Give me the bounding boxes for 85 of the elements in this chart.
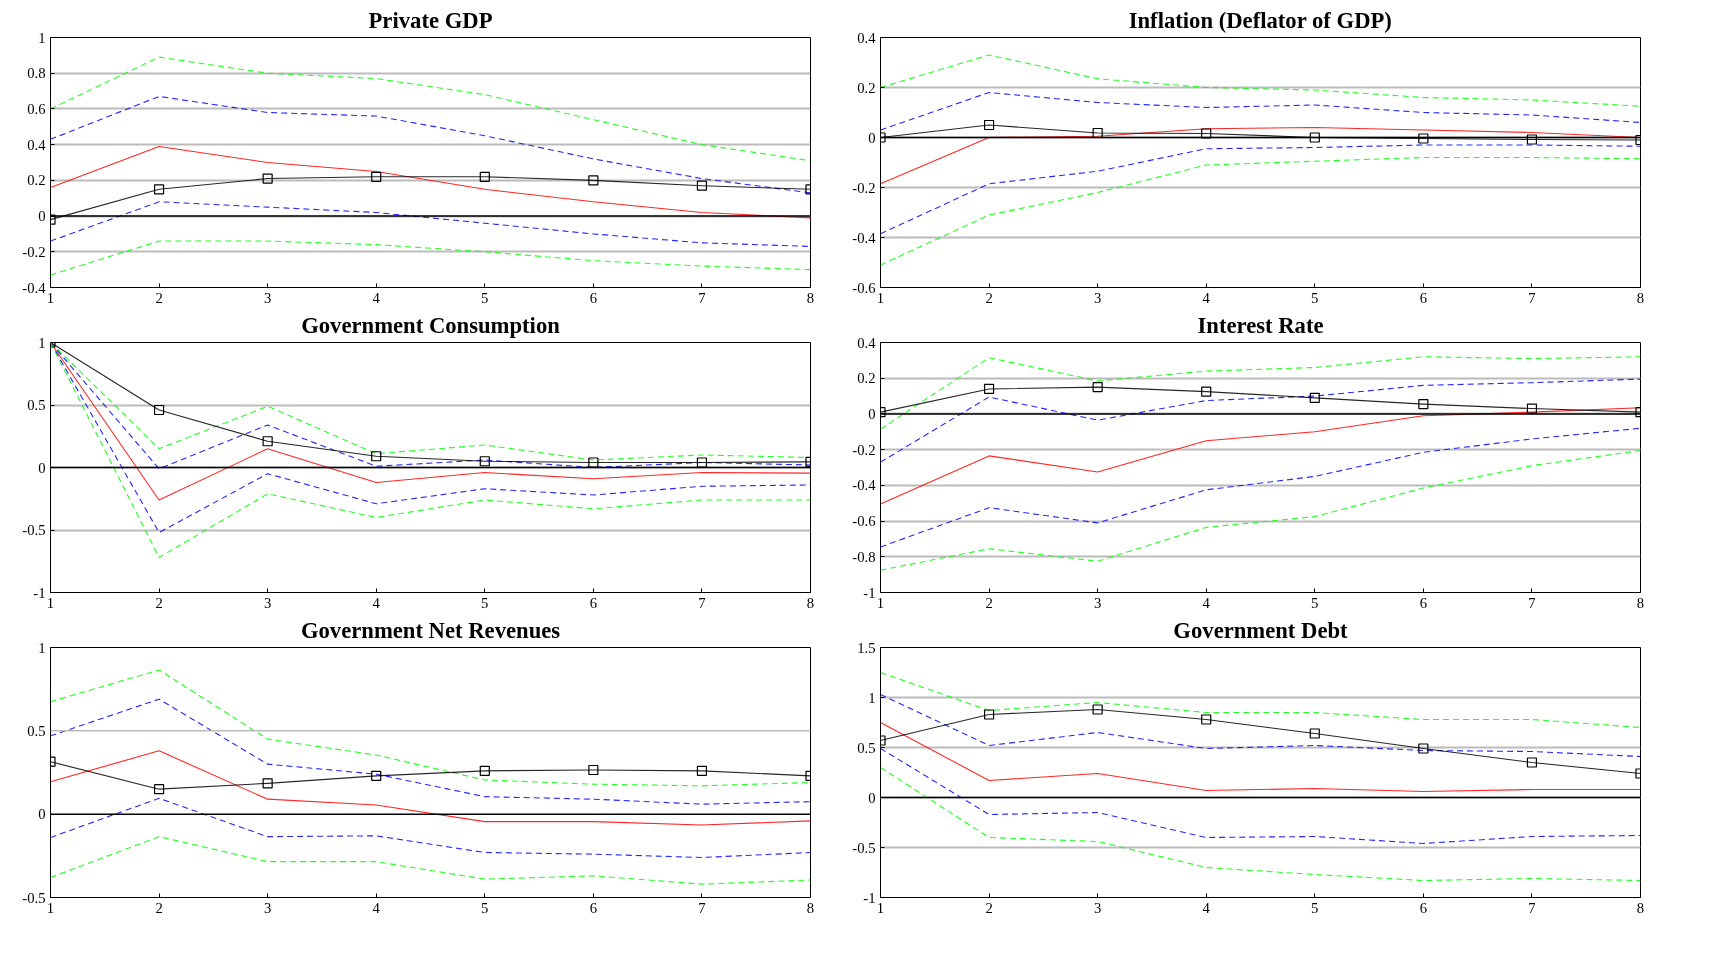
y-tick-label: 0 xyxy=(868,789,876,806)
x-tick-label: 4 xyxy=(372,289,381,306)
x-tick-label: 5 xyxy=(481,289,489,306)
x-tick-label: 2 xyxy=(155,899,163,916)
x-tick-label: 5 xyxy=(1311,899,1319,916)
y-tick-label: 0.2 xyxy=(857,370,876,387)
y-tick-label: 0 xyxy=(38,459,46,476)
y-tick-label: 0.2 xyxy=(27,172,46,189)
x-tick-label: 2 xyxy=(155,594,163,611)
x-tick-label: 5 xyxy=(1311,594,1319,611)
y-tick-label: 0.8 xyxy=(27,65,46,82)
y-tick-label: 0.4 xyxy=(857,29,877,46)
x-tick-label: 3 xyxy=(1093,899,1102,916)
x-tick-label: 4 xyxy=(372,899,381,916)
chart-title: Interest Rate xyxy=(1197,312,1324,338)
x-tick-label: 7 xyxy=(698,899,706,916)
y-tick-label: 1 xyxy=(868,689,876,706)
y-tick-label: -1 xyxy=(863,889,876,906)
chart-title: Government Debt xyxy=(1173,617,1349,643)
x-tick-label: 2 xyxy=(985,899,993,916)
y-tick-label: 0.5 xyxy=(857,739,876,756)
x-tick-label: 6 xyxy=(1419,289,1428,306)
y-tick-label: -0.2 xyxy=(852,179,876,196)
x-tick-label: 3 xyxy=(263,899,272,916)
chart-title: Inflation (Deflator of GDP) xyxy=(1128,7,1392,33)
y-tick-label: 0 xyxy=(38,208,46,225)
x-tick-label: 6 xyxy=(589,899,598,916)
y-tick-label: 0.2 xyxy=(857,79,876,96)
x-tick-label: 2 xyxy=(985,289,993,306)
x-tick-label: 7 xyxy=(698,594,706,611)
x-tick-label: 8 xyxy=(806,594,815,611)
x-tick-label: 6 xyxy=(1419,899,1428,916)
y-tick-label: -1 xyxy=(863,584,876,601)
x-tick-label: 8 xyxy=(806,899,815,916)
y-tick-label: 1 xyxy=(38,639,46,656)
chart-title: Private GDP xyxy=(368,7,493,33)
x-tick-label: 3 xyxy=(1093,594,1102,611)
x-tick-label: 8 xyxy=(1636,899,1645,916)
y-tick-label: -0.5 xyxy=(852,839,876,856)
x-tick-label: 2 xyxy=(985,594,993,611)
x-tick-label: 3 xyxy=(263,289,272,306)
y-tick-label: 0 xyxy=(868,129,876,146)
x-tick-label: 8 xyxy=(1636,289,1645,306)
x-tick-label: 6 xyxy=(1419,594,1428,611)
x-tick-label: 4 xyxy=(1202,289,1211,306)
y-tick-label: 0.6 xyxy=(27,100,46,117)
y-tick-label: 1 xyxy=(38,29,46,46)
y-tick-label: 1.5 xyxy=(857,639,876,656)
y-tick-label: 1 xyxy=(38,334,46,351)
x-tick-label: 6 xyxy=(589,289,598,306)
x-tick-label: 4 xyxy=(1202,899,1211,916)
y-tick-label: -0.6 xyxy=(852,513,876,530)
x-tick-label: 8 xyxy=(806,289,815,306)
x-tick-label: 4 xyxy=(372,594,381,611)
x-tick-label: 3 xyxy=(263,594,272,611)
x-tick-label: 7 xyxy=(1528,289,1536,306)
y-tick-label: 0.5 xyxy=(27,722,46,739)
x-tick-label: 7 xyxy=(1528,594,1536,611)
x-tick-label: 7 xyxy=(1528,899,1536,916)
x-tick-label: 5 xyxy=(481,899,489,916)
x-tick-label: 8 xyxy=(1636,594,1645,611)
x-tick-label: 7 xyxy=(698,289,706,306)
x-tick-label: 2 xyxy=(155,289,163,306)
x-tick-label: 5 xyxy=(481,594,489,611)
y-tick-label: -0.4 xyxy=(852,229,877,246)
x-tick-label: 4 xyxy=(1202,594,1211,611)
y-tick-label: 0 xyxy=(868,405,876,422)
x-tick-label: 3 xyxy=(1093,289,1102,306)
y-tick-label: -0.5 xyxy=(22,522,46,538)
y-tick-label: -0.4 xyxy=(22,279,47,296)
y-tick-label: 0.4 xyxy=(857,334,877,351)
y-tick-label: -0.2 xyxy=(22,243,46,260)
y-tick-label: 0 xyxy=(38,806,46,823)
y-tick-label: -0.4 xyxy=(852,477,877,494)
x-tick-label: 6 xyxy=(589,594,598,611)
y-tick-label: 0.5 xyxy=(27,397,46,413)
y-tick-label: -1 xyxy=(33,584,46,601)
chart-title: Government Consumption xyxy=(301,312,561,338)
x-tick-label: 5 xyxy=(1311,289,1319,306)
y-tick-label: -0.2 xyxy=(852,441,876,458)
y-tick-label: -0.6 xyxy=(852,279,876,296)
y-tick-label: -0.8 xyxy=(852,548,876,565)
y-tick-label: -0.5 xyxy=(22,889,46,906)
chart-title: Government Net Revenues xyxy=(300,617,561,643)
y-tick-label: 0.4 xyxy=(27,136,47,153)
